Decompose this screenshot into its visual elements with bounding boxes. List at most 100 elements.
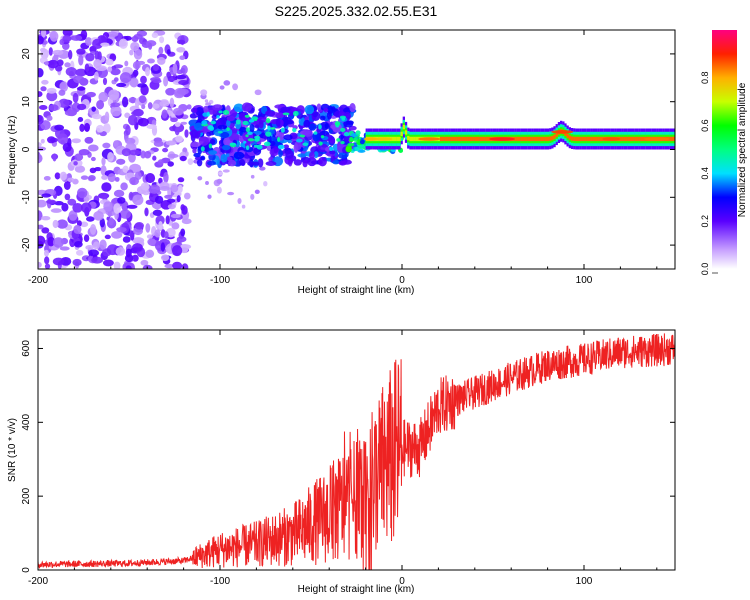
noise-blob: [145, 66, 150, 77]
carrier-line-segment: [551, 135, 554, 141]
noise-blob: [145, 223, 151, 233]
noise-blob: [170, 213, 181, 219]
noise-blob: [250, 174, 255, 179]
carrier-line-segment: [463, 136, 467, 142]
noise-blob: [164, 263, 174, 269]
carrier-line-segment: [479, 136, 482, 142]
signal-core-blob: [340, 127, 346, 133]
colorbar-gradient: [712, 30, 737, 269]
noise-blob: [218, 171, 224, 176]
noise-blob: [132, 194, 144, 206]
noise-blob: [106, 31, 119, 38]
noise-blob: [52, 257, 65, 266]
signal-blob: [206, 131, 212, 137]
noise-blob: [58, 98, 70, 108]
noise-blob: [102, 77, 108, 86]
carrier-line-segment: [396, 136, 399, 142]
signal-blob: [195, 106, 204, 117]
noise-blob: [171, 245, 183, 257]
noise-blob: [163, 172, 169, 183]
noise-blob: [113, 189, 125, 198]
carrier-line-segment: [398, 136, 401, 142]
signal-blob: [190, 129, 199, 139]
noise-blob: [116, 226, 127, 233]
colorbar: 0.0 0.2 0.4 0.6 0.8 Normalized spectral ampl…: [700, 30, 748, 275]
carrier-hotspot: [644, 137, 670, 141]
carrier-line-segment: [400, 131, 403, 136]
noise-blob: [180, 228, 186, 237]
carrier-line-segment: [468, 136, 471, 142]
noise-blob: [80, 221, 89, 228]
noise-blob: [185, 151, 189, 157]
signal-blob: [198, 136, 209, 146]
noise-blob: [38, 261, 42, 268]
noise-blob: [120, 182, 128, 191]
carrier-line-segment: [568, 135, 571, 140]
colorbar-label: Normalized spectral amplitude: [737, 82, 748, 217]
signal-blob: [203, 105, 209, 114]
noise-blob: [81, 202, 92, 214]
noise-blob: [78, 54, 84, 66]
carrier-line-segment: [448, 136, 451, 142]
noise-blob: [152, 209, 163, 216]
noise-blob: [145, 173, 156, 184]
noise-blob: [104, 111, 110, 122]
noise-blob: [178, 80, 189, 86]
noise-blob: [177, 184, 183, 194]
carrier-line-segment: [536, 136, 539, 142]
signal-blob: [309, 151, 315, 160]
signal-blob: [194, 122, 204, 131]
signal-blob: [293, 143, 299, 153]
noise-blob: [74, 241, 83, 248]
noise-blob: [99, 239, 107, 250]
carrier-line-segment: [577, 136, 580, 142]
signal-blob: [200, 155, 206, 161]
signal-blob: [308, 123, 317, 131]
noise-blob: [76, 86, 86, 91]
signal-core-blob: [265, 118, 271, 124]
signal-blob: [233, 151, 245, 160]
noise-blob: [153, 140, 164, 147]
colorbar-tick-label: 0.8: [700, 72, 710, 85]
noise-blob: [117, 197, 126, 204]
noise-blob: [159, 100, 170, 107]
noise-blob: [56, 59, 64, 67]
noise-blob: [125, 265, 132, 269]
noise-blob: [64, 193, 71, 201]
noise-blob: [170, 117, 178, 123]
signal-blob: [323, 107, 329, 113]
noise-blob: [133, 33, 143, 40]
noise-blob: [263, 180, 268, 187]
noise-blob: [84, 136, 94, 144]
noise-blob: [222, 169, 230, 173]
signal-blob: [332, 160, 340, 165]
signal-core-blob: [270, 127, 276, 130]
x-tick-label: 0: [399, 275, 405, 286]
noise-blob: [154, 195, 164, 204]
signal-blob: [338, 160, 347, 166]
noise-blob: [157, 56, 166, 65]
noise-blob: [104, 234, 111, 240]
noise-blob: [39, 47, 47, 53]
signal-core-blob: [216, 114, 220, 119]
noise-blob: [72, 258, 82, 266]
noise-blob: [176, 195, 181, 203]
carrier-line-segment: [555, 132, 558, 137]
noise-blob: [140, 75, 147, 84]
noise-blob: [107, 66, 113, 73]
carrier-line-segment: [625, 136, 628, 142]
noise-blob: [160, 242, 166, 252]
noise-blob: [89, 167, 97, 174]
noise-blob: [132, 61, 141, 70]
noise-blob: [204, 99, 209, 103]
signal-blob: [319, 115, 326, 121]
noise-blob: [86, 91, 96, 98]
noise-blob: [151, 32, 159, 39]
noise-blob: [48, 104, 59, 112]
colorbar-tick-label: 0.4: [700, 167, 710, 180]
signal-blob: [228, 133, 240, 142]
noise-blob: [38, 224, 44, 230]
noise-blob: [43, 175, 51, 181]
